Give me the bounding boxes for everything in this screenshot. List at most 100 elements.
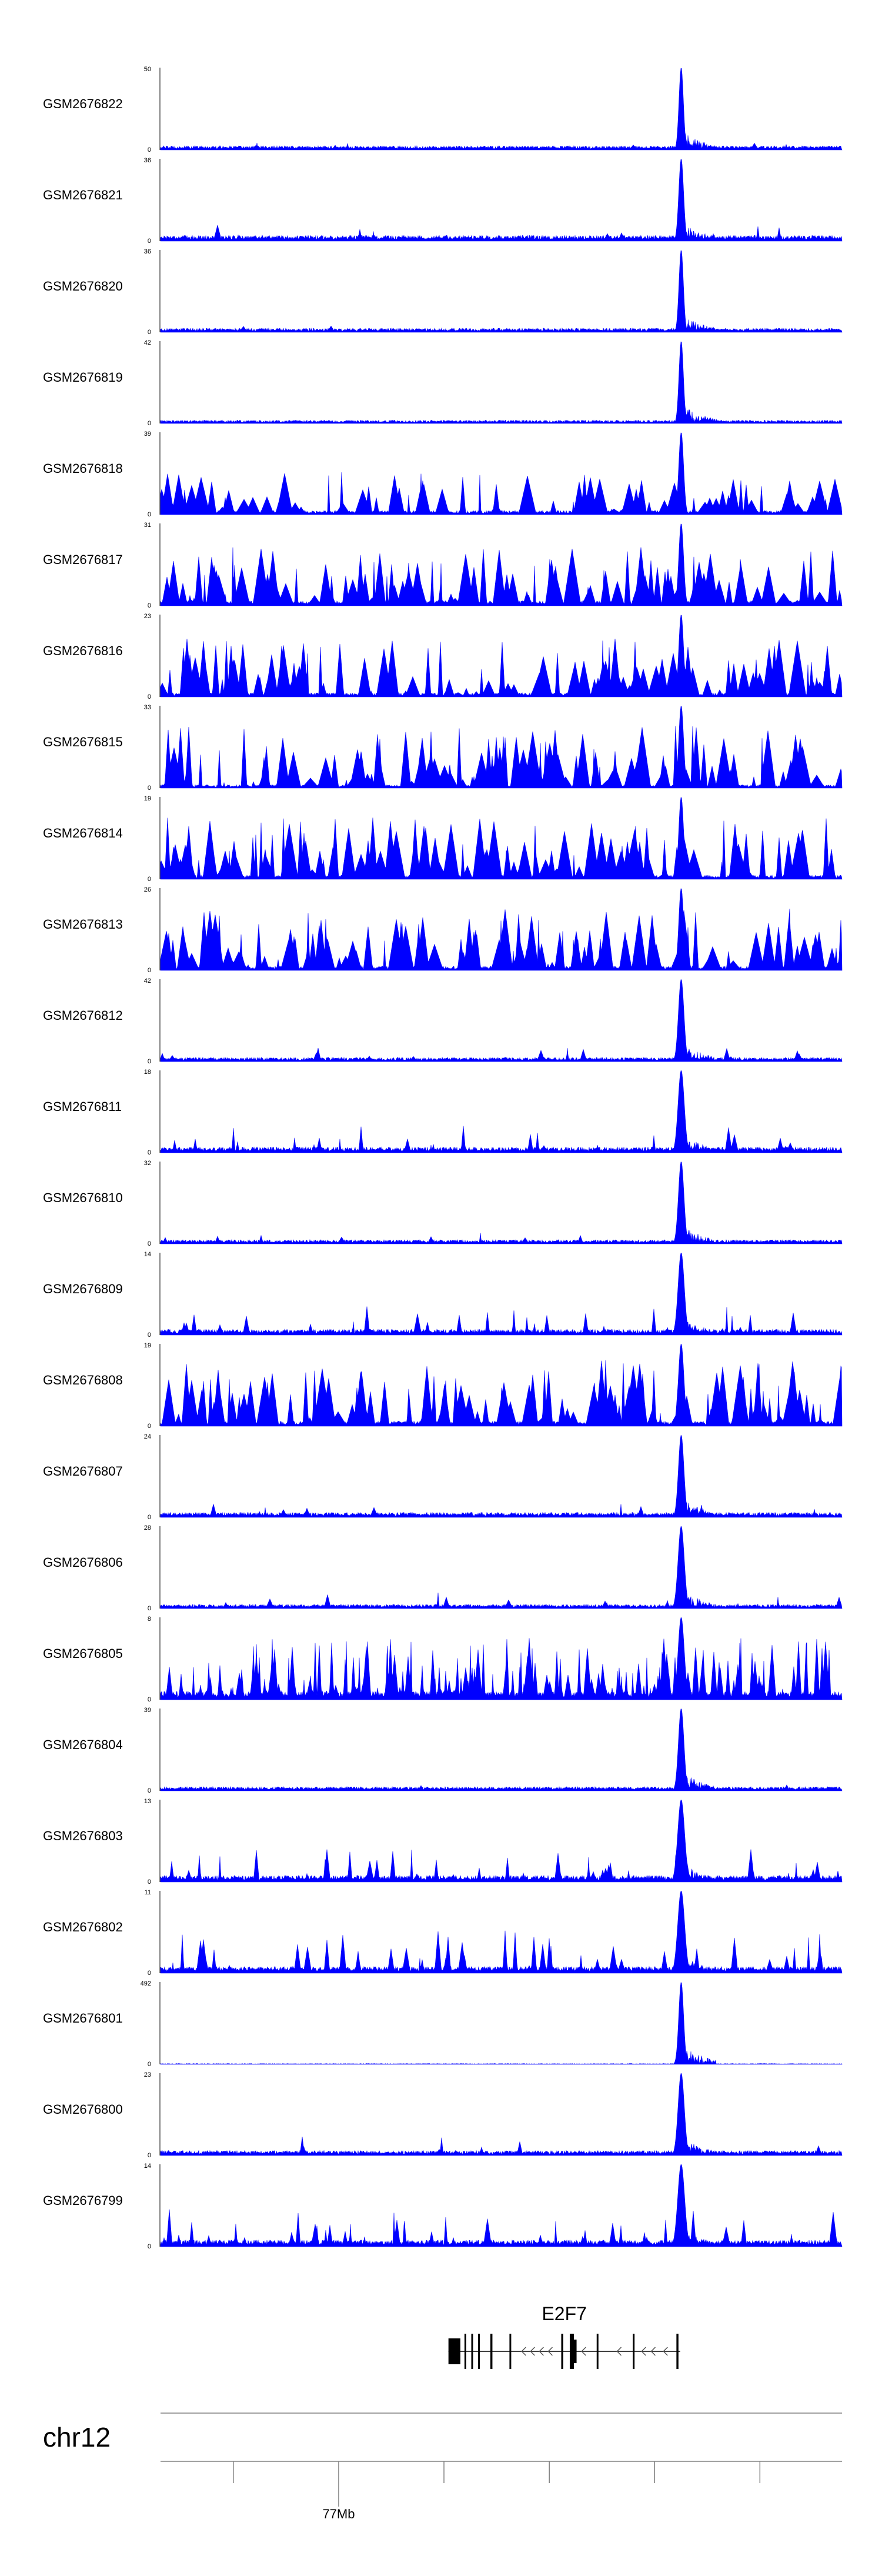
y-min-label: 0 xyxy=(148,1423,151,1430)
track-GSM2676802: GSM2676802 11 0 xyxy=(43,1889,843,1977)
signal-tracks: GSM2676822500GSM2676821360GSM2676820360G… xyxy=(43,66,843,2250)
signal-area xyxy=(160,1709,843,1791)
signal-area xyxy=(160,1070,843,1153)
y-min-label: 0 xyxy=(148,2243,151,2250)
signal-area xyxy=(160,797,843,880)
track-label: GSM2676813 xyxy=(43,917,123,932)
gene-exon xyxy=(676,2334,679,2369)
gene-exon xyxy=(464,2334,466,2369)
y-min-label: 0 xyxy=(148,2152,151,2159)
track-GSM2676805: GSM2676805 8 0 xyxy=(43,1616,843,1703)
track-GSM2676822: GSM2676822 50 0 xyxy=(43,66,843,154)
y-max-label: 23 xyxy=(144,613,151,620)
y-max-label: 32 xyxy=(144,1160,151,1167)
gene-utr-block xyxy=(572,2340,577,2363)
y-min-label: 0 xyxy=(148,238,151,245)
y-min-label: 0 xyxy=(148,1970,151,1977)
signal-area xyxy=(160,432,843,515)
track-label: GSM2676812 xyxy=(43,1008,123,1023)
y-min-label: 0 xyxy=(148,693,151,700)
track-label: GSM2676817 xyxy=(43,552,123,567)
axis-tick-label: 77Mb xyxy=(322,2507,355,2521)
signal-area xyxy=(160,979,843,1062)
track-label: GSM2676808 xyxy=(43,1373,123,1387)
y-min-label: 0 xyxy=(148,876,151,883)
signal-area xyxy=(160,159,843,242)
track-GSM2676810: GSM2676810 32 0 xyxy=(43,1160,843,1247)
gene-exon xyxy=(509,2334,512,2369)
signal-area xyxy=(160,523,843,606)
y-max-label: 23 xyxy=(144,2071,151,2078)
y-max-label: 26 xyxy=(144,886,151,893)
y-min-label: 0 xyxy=(148,511,151,518)
y-min-label: 0 xyxy=(148,602,151,609)
track-label: GSM2676806 xyxy=(43,1555,123,1570)
signal-area xyxy=(160,1435,843,1518)
track-label: GSM2676802 xyxy=(43,1920,123,1934)
strand-arrow xyxy=(650,2347,656,2356)
strand-arrow xyxy=(581,2347,586,2356)
y-max-label: 33 xyxy=(144,704,151,711)
y-min-label: 0 xyxy=(148,420,151,427)
signal-area xyxy=(160,1344,843,1427)
track-label: GSM2676810 xyxy=(43,1190,123,1205)
track-GSM2676817: GSM2676817 31 0 xyxy=(43,522,843,609)
signal-area xyxy=(160,68,843,151)
y-min-label: 0 xyxy=(148,1696,151,1703)
y-min-label: 0 xyxy=(148,785,151,792)
track-label: GSM2676800 xyxy=(43,2102,123,2117)
gene-track: E2F7 xyxy=(448,2303,680,2369)
y-min-label: 0 xyxy=(148,2061,151,2068)
track-GSM2676816: GSM2676816 23 0 xyxy=(43,613,843,700)
y-min-label: 0 xyxy=(148,1332,151,1339)
track-GSM2676813: GSM2676813 26 0 xyxy=(43,886,843,974)
track-label: GSM2676819 xyxy=(43,370,123,385)
y-max-label: 8 xyxy=(148,1616,151,1623)
track-label: GSM2676805 xyxy=(43,1646,123,1661)
signal-area xyxy=(160,706,843,789)
gene-name: E2F7 xyxy=(542,2303,586,2324)
strand-arrow xyxy=(641,2347,646,2356)
y-max-label: 28 xyxy=(144,1524,151,1531)
chromosome-label: chr12 xyxy=(43,2422,111,2452)
track-GSM2676807: GSM2676807 24 0 xyxy=(43,1433,843,1521)
y-max-label: 19 xyxy=(144,1342,151,1349)
track-label: GSM2676822 xyxy=(43,96,123,111)
track-GSM2676804: GSM2676804 39 0 xyxy=(43,1707,843,1794)
track-label: GSM2676799 xyxy=(43,2193,123,2208)
y-min-label: 0 xyxy=(148,1514,151,1521)
strand-arrow xyxy=(663,2347,668,2356)
y-max-label: 36 xyxy=(144,157,151,164)
gene-exon xyxy=(561,2334,563,2369)
track-label: GSM2676821 xyxy=(43,188,123,202)
chromosome-axis: chr12 77Mb xyxy=(43,2413,842,2521)
y-min-label: 0 xyxy=(148,146,151,154)
track-label: GSM2676804 xyxy=(43,1737,123,1752)
strand-arrow xyxy=(547,2347,553,2356)
y-min-label: 0 xyxy=(148,1240,151,1247)
gene-exon xyxy=(448,2338,460,2364)
track-label: GSM2676801 xyxy=(43,2011,123,2026)
track-GSM2676800: GSM2676800 23 0 xyxy=(43,2071,843,2159)
signal-area xyxy=(160,2164,843,2247)
y-min-label: 0 xyxy=(148,1605,151,1612)
signal-area xyxy=(160,1800,843,1883)
y-max-label: 39 xyxy=(144,1707,151,1714)
y-max-label: 50 xyxy=(144,66,151,73)
track-GSM2676820: GSM2676820 36 0 xyxy=(43,248,843,336)
gene-exon xyxy=(633,2334,635,2369)
signal-area xyxy=(160,250,843,333)
track-label: GSM2676814 xyxy=(43,826,123,840)
y-min-label: 0 xyxy=(148,1878,151,1886)
y-max-label: 14 xyxy=(144,2163,151,2170)
signal-area xyxy=(160,1891,843,1974)
track-label: GSM2676820 xyxy=(43,279,123,293)
y-max-label: 39 xyxy=(144,431,151,438)
signal-area xyxy=(160,2073,843,2156)
y-max-label: 18 xyxy=(144,1069,151,1076)
track-label: GSM2676818 xyxy=(43,461,123,476)
gene-exon xyxy=(596,2334,599,2369)
track-GSM2676814: GSM2676814 19 0 xyxy=(43,795,843,883)
track-label: GSM2676807 xyxy=(43,1464,123,1479)
